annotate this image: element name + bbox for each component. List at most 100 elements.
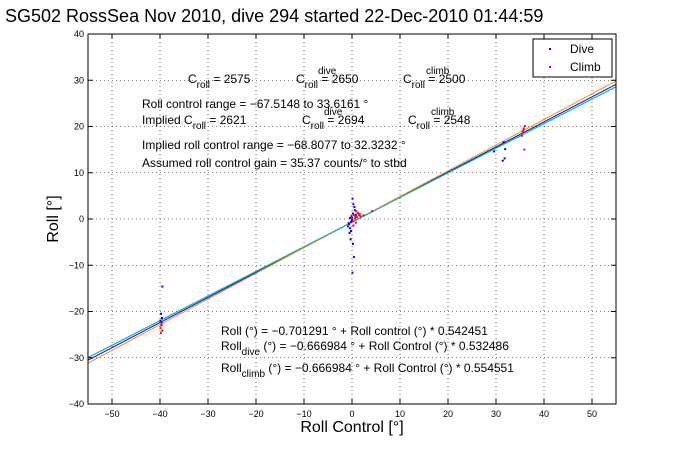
climb-point [359, 215, 362, 218]
climb-point [371, 210, 374, 213]
equation-roll-climb: Rollclimb (°) = −0.666984 ° + Roll Contr… [221, 361, 514, 380]
climb-point [160, 321, 163, 324]
annotation-c-roll: Croll = 2575 [188, 72, 251, 91]
x-tick-label: −40 [152, 409, 167, 419]
dive-point [347, 225, 350, 228]
x-tick-label: −30 [200, 409, 215, 419]
equation-roll: Roll (°) = −0.701291 ° + Roll control (°… [221, 324, 488, 338]
dive-point [353, 205, 356, 208]
climb-point [520, 134, 523, 137]
y-tick-label: 0 [79, 214, 84, 224]
x-tick-label: −10 [296, 409, 311, 419]
dive-point [502, 141, 505, 144]
dive-point [348, 231, 351, 234]
data-points [159, 125, 526, 334]
dive-point [352, 255, 355, 258]
climb-point [161, 329, 164, 332]
climb-point [354, 221, 357, 224]
climb-point [522, 129, 525, 132]
annotation-c-dive: Croll = 2650 [296, 72, 359, 91]
dive-point [349, 227, 352, 230]
climb-point [351, 219, 354, 222]
climb-point [354, 215, 357, 218]
annotation-implied-c-roll: Implied Croll = 2621 [142, 113, 247, 132]
annotation-c-climb: Croll = 2500 [403, 72, 466, 91]
axis-ticks: −50 −40 −30 −20 −10 0 10 20 30 40 50 −40 −30 −20 −10 0 1… [69, 29, 616, 419]
x-tick-label: 10 [395, 409, 405, 419]
y-axis-label: Roll [°] [45, 195, 62, 242]
x-tick-label: −20 [248, 409, 263, 419]
dive-point [159, 319, 162, 322]
dive-point [160, 316, 163, 319]
dive-point [351, 197, 354, 200]
dive-point [347, 222, 350, 225]
legend-box [532, 38, 613, 78]
annotation-c-dive-super: dive [318, 66, 337, 77]
climb-point [352, 224, 355, 227]
dive-point [349, 238, 352, 241]
legend-label-dive: Dive [570, 42, 594, 56]
dive-point [351, 271, 354, 274]
dive-point [493, 150, 496, 153]
x-tick-label: 40 [539, 409, 549, 419]
legend: Dive Climb [532, 38, 613, 78]
climb-point [362, 214, 365, 217]
climb-point [353, 217, 356, 220]
grid-lines [88, 33, 616, 405]
dive-point [351, 212, 354, 215]
x-tick-label: 20 [443, 409, 453, 419]
dive-point [349, 217, 352, 220]
climb-point [356, 211, 359, 214]
annotation-implied-dive-super: dive [324, 107, 343, 118]
x-tick-label: −50 [104, 409, 119, 419]
dive-point [161, 285, 164, 288]
dive-point [354, 213, 357, 216]
legend-marker-dive [549, 48, 551, 50]
climb-point [522, 127, 525, 130]
y-tick-label: −20 [69, 307, 84, 317]
dive-point [350, 220, 353, 223]
dive-point [503, 157, 506, 160]
x-tick-label: 50 [587, 409, 597, 419]
climb-point [358, 212, 361, 215]
x-tick-label: 30 [491, 409, 501, 419]
climb-point [159, 327, 162, 330]
dive-point [352, 203, 355, 206]
dive-point [350, 215, 353, 218]
legend-marker-climb [549, 66, 551, 68]
y-tick-label: 20 [74, 122, 84, 132]
dive-point [351, 242, 354, 245]
dive-point [159, 312, 162, 315]
y-tick-label: 10 [74, 168, 84, 178]
climb-point [355, 216, 358, 219]
climb-point [159, 331, 162, 334]
climb-point [357, 214, 360, 217]
climb-point [521, 131, 524, 134]
equation-roll-dive: Rolldive (°) = −0.666984 ° + Roll Contro… [221, 339, 509, 358]
climb-point [523, 125, 526, 128]
annotation-implied-c-dive: Croll = 2694 [302, 113, 365, 132]
dive-point [353, 209, 356, 212]
climb-point [355, 210, 358, 213]
dive-point [504, 148, 507, 151]
annotation-implied-range: Implied roll control range = −68.8077 to… [142, 138, 406, 152]
x-axis-label: Roll Control [°] [300, 419, 403, 436]
annotation-implied-c-climb: Croll = 2548 [408, 113, 471, 132]
y-tick-label: 30 [74, 75, 84, 85]
y-tick-label: 40 [74, 29, 84, 39]
annotation-roll-control-range: Roll control range = −67.5148 to 33.6161… [142, 97, 368, 111]
chart-title: SG502 RossSea Nov 2010, dive 294 started… [5, 6, 543, 26]
annotation-c-climb-super: climb [426, 66, 450, 77]
y-tick-label: −30 [69, 353, 84, 363]
climb-point [351, 216, 353, 219]
annotation-implied-climb-super: climb [431, 107, 455, 118]
dive-point [501, 159, 504, 162]
dive-point [350, 230, 353, 233]
climb-point [352, 213, 355, 216]
x-tick-label: 0 [349, 409, 354, 419]
y-tick-label: −10 [69, 260, 84, 270]
annotation-gain: Assumed roll control gain = 35.37 counts… [142, 156, 407, 170]
climb-point [523, 148, 526, 151]
legend-label-climb: Climb [570, 60, 601, 74]
